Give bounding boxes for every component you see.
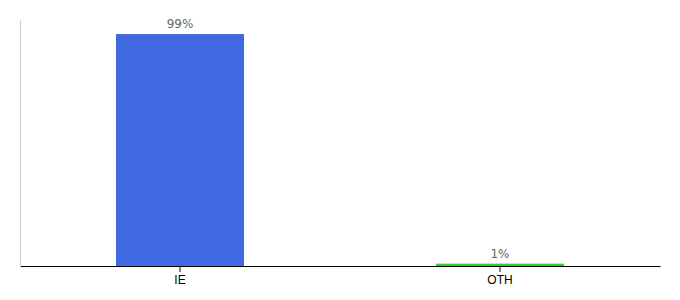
chart: 99% 1% IE OTH	[0, 0, 680, 300]
x-tick-label: OTH	[487, 273, 512, 287]
bar	[116, 34, 244, 266]
bar	[436, 264, 564, 266]
y-axis	[20, 21, 21, 267]
y-axis-line	[20, 21, 21, 267]
x-tick-label: IE	[174, 273, 185, 287]
bars	[116, 34, 564, 266]
data-labels: 99% 1%	[167, 17, 510, 261]
plot: 99% 1% IE OTH	[21, 17, 661, 286]
x-tick: IE	[174, 266, 185, 287]
x-axis: IE OTH	[21, 266, 661, 287]
x-tick: OTH	[487, 266, 512, 287]
x-axis-line	[21, 266, 661, 267]
x-tick-mark	[180, 266, 181, 272]
data-label: 1%	[490, 247, 509, 261]
x-tick-mark	[500, 266, 501, 272]
data-label: 99%	[167, 17, 194, 31]
